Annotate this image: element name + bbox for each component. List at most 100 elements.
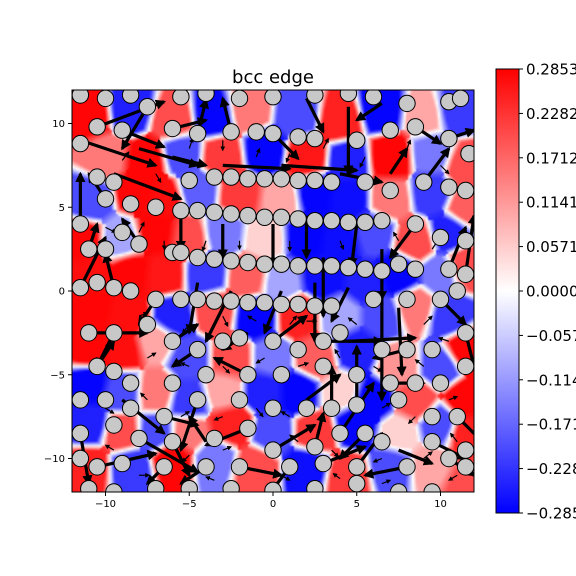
atom-marker — [306, 438, 324, 456]
displacement-arrow — [280, 411, 291, 418]
atom-marker — [147, 198, 165, 216]
atom-marker — [222, 479, 240, 492]
y-tick-label: −5 — [50, 370, 65, 381]
atom-marker — [272, 208, 291, 227]
displacement-arrow — [281, 474, 291, 481]
atom-marker — [348, 458, 366, 476]
atom-marker — [456, 357, 474, 376]
displacement-arrow — [359, 156, 366, 168]
displacement-arrow — [372, 457, 383, 463]
atom-marker — [163, 374, 182, 392]
atom-marker — [113, 454, 131, 473]
displacement-arrow — [388, 146, 409, 175]
atom-marker — [230, 391, 249, 409]
displacement-arrow — [181, 454, 190, 463]
atom-marker — [72, 391, 90, 409]
x-tick-label: 5 — [354, 499, 360, 510]
atom-marker — [138, 98, 157, 116]
colorbar-tick-label: 0.0571 — [526, 238, 576, 256]
displacement-arrow — [437, 336, 450, 342]
atom-marker — [80, 479, 98, 492]
displacement-arrow — [305, 373, 342, 402]
atom-marker — [272, 170, 291, 188]
atom-marker — [230, 90, 249, 108]
atom-marker — [264, 332, 282, 350]
colorbar-tick-label: −0.2853 — [526, 505, 576, 523]
atom-marker — [197, 366, 215, 384]
atom-marker — [331, 424, 349, 443]
displacement-arrow — [187, 414, 208, 443]
displacement-arrow — [398, 448, 435, 466]
atom-marker — [440, 129, 458, 148]
atom-marker — [406, 215, 425, 233]
atom-marker — [230, 458, 249, 476]
atom-marker — [389, 391, 408, 409]
atom-marker — [255, 294, 274, 312]
displacement-arrow — [222, 315, 229, 328]
atom-marker — [322, 173, 341, 191]
displacement-arrow — [255, 407, 264, 418]
atom-marker — [130, 429, 148, 448]
atom-marker — [289, 295, 307, 314]
colorbar-tick-label: 0.1712 — [526, 149, 576, 167]
atom-marker — [356, 173, 374, 191]
displacement-arrow — [285, 153, 291, 163]
displacement-arrow — [179, 362, 190, 367]
atom-marker — [172, 290, 190, 309]
displacement-arrow — [213, 416, 223, 421]
x-tick-label: 10 — [434, 499, 447, 510]
atom-marker — [373, 262, 391, 280]
atom-marker — [247, 123, 265, 141]
displacement-arrow — [79, 138, 158, 168]
atom-marker — [322, 399, 341, 417]
atom-marker — [306, 479, 324, 492]
atom-marker — [306, 90, 324, 104]
atom-marker — [222, 205, 240, 223]
atom-marker — [205, 168, 224, 186]
plot-area: −10 −5 0 5 10 −10 −5 0 5 10 — [44, 89, 475, 510]
atom-marker — [456, 441, 474, 459]
displacement-arrow — [147, 352, 157, 359]
atom-marker — [306, 297, 324, 315]
displacement-arrow — [113, 172, 183, 201]
atom-marker — [448, 407, 466, 426]
atom-marker — [289, 210, 307, 228]
atom-marker — [172, 201, 190, 220]
displacement-arrow — [289, 315, 298, 325]
colorbar-gradient — [495, 68, 520, 514]
displacement-arrow — [347, 223, 359, 268]
atom-marker — [222, 292, 240, 310]
atom-marker — [423, 340, 441, 359]
colorbar-tick-label: −0.0571 — [526, 327, 576, 345]
x-tick-label: −10 — [95, 499, 116, 510]
atom-marker — [264, 481, 282, 492]
atom-marker — [163, 332, 182, 350]
atom-marker — [314, 454, 332, 473]
atom-marker — [272, 366, 291, 384]
atom-marker — [306, 257, 324, 275]
atom-marker — [121, 399, 140, 417]
atom-marker — [460, 144, 474, 163]
atom-marker — [105, 173, 123, 191]
displacement-arrow — [205, 476, 215, 481]
atom-marker — [406, 260, 425, 278]
atom-marker — [205, 292, 224, 310]
displacement-arrow — [373, 365, 383, 372]
atom-marker — [289, 128, 307, 146]
atom-marker — [180, 479, 198, 492]
atom-marker — [72, 134, 90, 153]
atom-marker — [72, 278, 90, 297]
displacement-arrow — [180, 411, 191, 418]
atom-marker — [398, 94, 416, 113]
atom-marker — [239, 294, 257, 312]
y-tick-label: 10 — [52, 119, 65, 130]
chart-title: bcc edge — [232, 67, 314, 88]
atom-marker — [172, 90, 190, 106]
atom-marker — [72, 215, 90, 233]
atom-marker — [121, 282, 140, 300]
atom-marker — [188, 290, 207, 309]
atom-marker — [138, 315, 157, 334]
atom-marker — [456, 181, 474, 200]
displacement-arrow — [138, 221, 145, 233]
